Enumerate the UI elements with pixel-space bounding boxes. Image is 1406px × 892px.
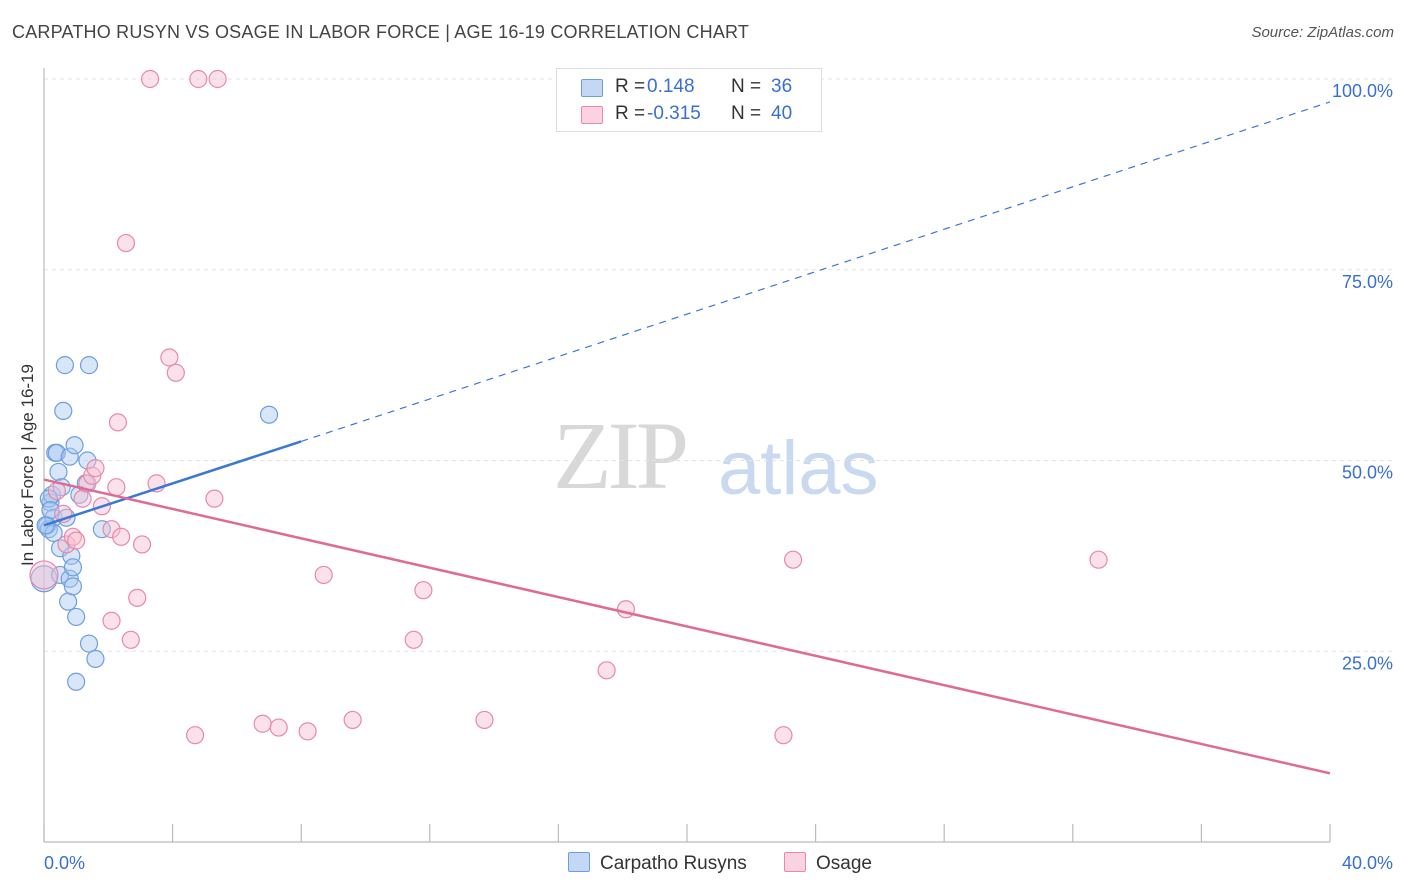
osage-point	[343, 710, 362, 730]
osage-point	[57, 535, 76, 554]
osage-point	[102, 520, 121, 539]
legend-n-label: N =	[731, 76, 762, 97]
legend-n-label: N =	[731, 103, 762, 124]
legend-item-osage: Osage	[784, 852, 872, 875]
source-label: Source: ZipAtlas.com	[1251, 24, 1394, 41]
x-tick-label: 0.0%	[44, 853, 85, 873]
osage-point	[160, 348, 179, 367]
x-tick-label: 40.0%	[1342, 853, 1393, 873]
legend-n-value: 36	[771, 76, 793, 97]
carpatho-rusyns-point	[60, 447, 79, 466]
carpatho-rusyns-trend-line	[43, 440, 302, 527]
osage-point	[186, 726, 205, 745]
carpatho-rusyns-point	[67, 672, 86, 691]
osage-point	[298, 722, 317, 741]
carpatho-rusyns-point	[65, 436, 84, 455]
y-tick-label: 100.0%	[1332, 81, 1393, 101]
osage-point	[253, 714, 272, 733]
carpatho-rusyns-point	[92, 520, 111, 539]
legend-label-carpatho-rusyns: Carpatho Rusyns	[600, 853, 747, 874]
carpatho-rusyns-point	[55, 356, 74, 375]
osage-point	[121, 630, 140, 649]
osage-point	[783, 550, 803, 569]
carpatho-rusyns-point	[54, 401, 73, 421]
chart-title: CARPATHO RUSYN VS OSAGE IN LABOR FORCE |…	[12, 22, 750, 42]
legend-swatch-blue	[568, 852, 590, 872]
legend-item-carpatho-rusyns: Carpatho Rusyns	[568, 852, 747, 875]
tick-labels: 25.0% 50.0% 75.0% 100.0% 0.0% 40.0%	[44, 81, 1393, 873]
osage-point	[128, 588, 147, 607]
series-osage-points	[29, 69, 1108, 745]
carpatho-rusyns-point	[259, 405, 279, 424]
carpatho-rusyns-point	[79, 634, 99, 653]
osage-point	[107, 478, 126, 497]
carpatho-rusyns-point	[49, 462, 68, 482]
osage-point	[29, 560, 59, 590]
osage-point	[67, 531, 86, 550]
legend-r-value: 0.148	[647, 76, 695, 97]
legend-r-value: -0.315	[647, 103, 701, 124]
legend-n-value: 40	[771, 103, 793, 124]
carpatho-rusyns-point	[79, 356, 99, 375]
legend-r-label: R =	[615, 103, 646, 124]
osage-point	[774, 726, 793, 745]
osage-point	[108, 413, 128, 432]
legend-swatch-pink	[784, 852, 806, 872]
osage-point	[132, 535, 152, 554]
osage-point	[140, 69, 160, 89]
carpatho-rusyns-point	[59, 592, 78, 611]
carpatho-rusyns-point	[86, 649, 105, 668]
watermark-atlas: atlas	[718, 426, 879, 511]
osage-point	[116, 233, 136, 253]
osage-point	[404, 630, 423, 649]
osage-point	[166, 363, 185, 382]
y-tick-label: 25.0%	[1342, 653, 1393, 673]
axes	[43, 68, 1331, 843]
osage-point	[102, 611, 121, 630]
correlation-legend: R = 0.148 N = 36 R = -0.315 N = 40	[556, 68, 822, 132]
osage-trend-line	[43, 478, 1331, 775]
legend-swatch-blue	[581, 79, 603, 97]
carpatho-rusyns-point	[67, 607, 86, 627]
osage-point	[314, 565, 333, 585]
osage-point	[112, 527, 131, 546]
grid-lines	[44, 78, 1392, 652]
legend-r-label: R =	[615, 76, 646, 97]
osage-point	[597, 661, 616, 680]
osage-point	[189, 69, 208, 89]
watermark-zip: ZIP	[553, 402, 689, 509]
legend-swatch-pink	[581, 106, 603, 124]
carpatho-rusyns-point	[63, 558, 83, 577]
y-tick-label: 50.0%	[1342, 463, 1393, 483]
osage-point	[414, 581, 433, 600]
osage-point	[73, 489, 92, 508]
osage-point	[208, 69, 227, 89]
carpatho-rusyns-point	[63, 577, 83, 596]
osage-point	[86, 459, 105, 478]
osage-point	[205, 489, 224, 508]
legend-label-osage: Osage	[816, 853, 872, 874]
osage-point	[616, 600, 636, 619]
osage-point	[269, 718, 288, 737]
osage-point	[475, 710, 494, 730]
carpatho-rusyns-trend-extension	[301, 101, 1331, 442]
y-tick-label: 75.0%	[1342, 272, 1393, 292]
osage-point	[1089, 550, 1108, 569]
trend-lines	[43, 101, 1331, 775]
